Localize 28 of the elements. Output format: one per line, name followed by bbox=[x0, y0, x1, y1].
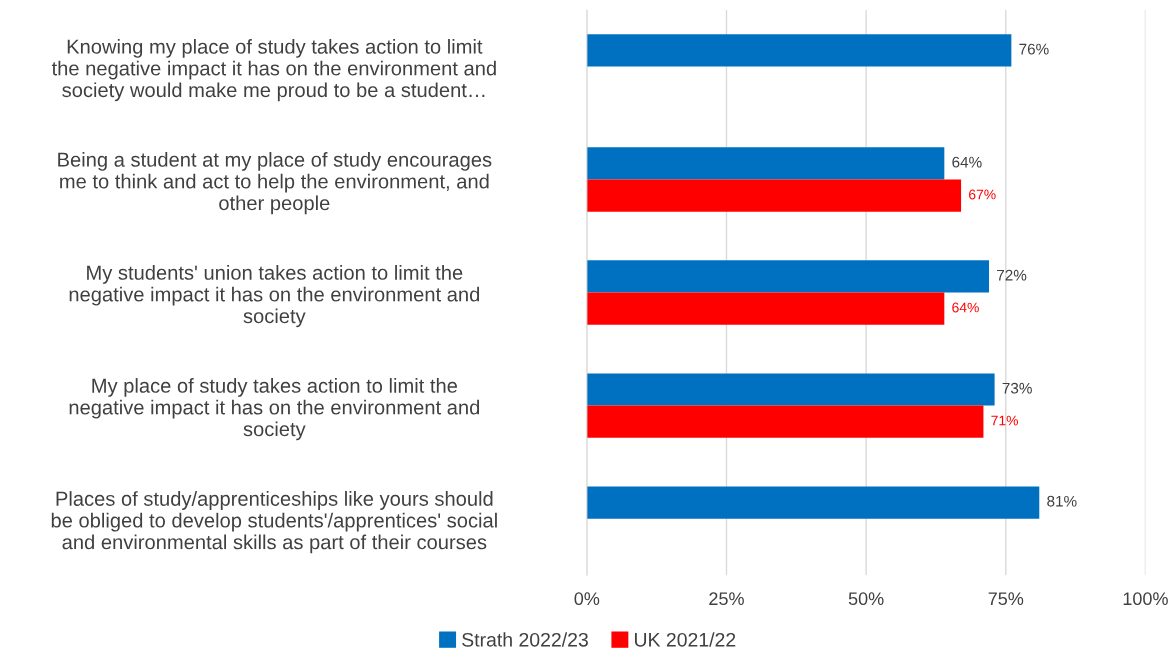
y-tick-label: Being a student at my place of study encourages me to think and act to help the environment, and other people bbox=[58, 152, 492, 215]
data-label: 71% bbox=[991, 415, 1018, 426]
data-label: 81% bbox=[1047, 495, 1077, 507]
y-tick-label: Places of study/apprenticeships like yours should be obliged to develop students'/apprentices' social and environmental skills as part of their courses bbox=[51, 491, 497, 554]
y-tick-label: My place of study takes action to limit the negative impact it has on the environment and society bbox=[69, 378, 480, 441]
bar bbox=[586, 405, 984, 438]
data-label: 72% bbox=[997, 269, 1027, 281]
bar bbox=[586, 260, 990, 293]
data-label: 76% bbox=[1019, 43, 1049, 55]
bar bbox=[586, 486, 1040, 519]
x-tick-label: 100% bbox=[1123, 592, 1168, 606]
data-label: 64% bbox=[952, 156, 982, 168]
bar bbox=[586, 373, 995, 406]
bar bbox=[586, 179, 962, 212]
bar bbox=[586, 292, 945, 325]
x-tick-label: 75% bbox=[988, 592, 1024, 606]
x-tick-label: 50% bbox=[848, 592, 884, 606]
data-label: 73% bbox=[1002, 382, 1032, 394]
x-tick-label: 0% bbox=[574, 592, 600, 606]
legend-label: Strath 2022/23 bbox=[462, 632, 588, 647]
y-tick-label: Knowing my place of study takes action to limit the negative impact it has on the environment and society would make me proud to be a student… bbox=[51, 39, 496, 102]
data-label: 67% bbox=[969, 189, 996, 200]
bar bbox=[586, 34, 1012, 67]
data-label: 64% bbox=[952, 302, 979, 313]
bar bbox=[586, 147, 945, 180]
x-tick-label: 25% bbox=[709, 592, 744, 606]
legend-label: UK 2021/22 bbox=[634, 632, 736, 647]
y-tick-label: My students' union takes action to limit the negative impact it has on the environment and society bbox=[69, 265, 480, 328]
